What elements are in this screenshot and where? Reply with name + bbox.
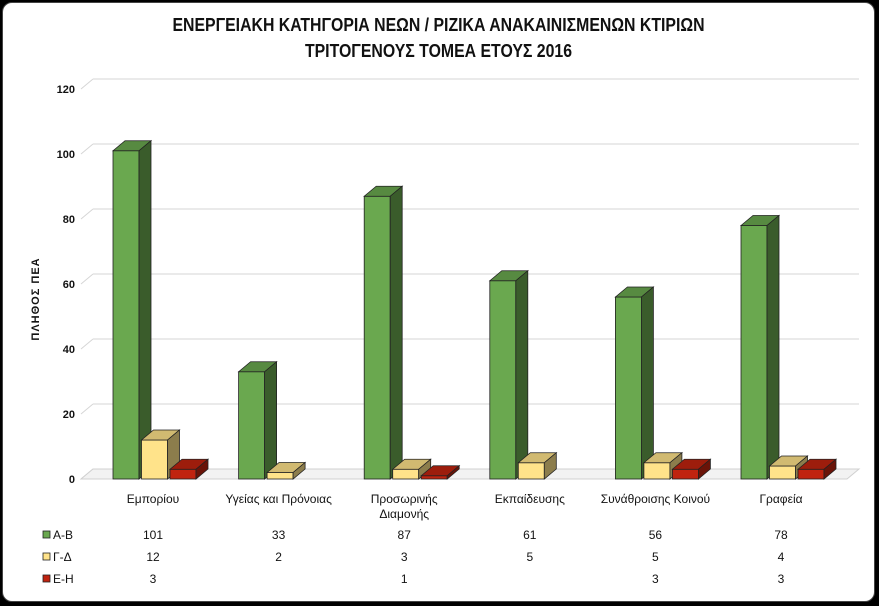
table-cell: 3 <box>401 550 408 564</box>
y-tick-label: 60 <box>63 279 75 291</box>
bar-side <box>195 458 209 480</box>
y-tick-label: 40 <box>63 344 75 356</box>
bar <box>141 439 168 480</box>
bar <box>769 465 796 480</box>
category-label: Υγείας και Πρόνοιας <box>225 492 332 506</box>
category-label: Συνάθροισης Κοινού <box>601 492 710 506</box>
bar-side <box>766 214 780 480</box>
bar <box>672 468 699 480</box>
category-label: Διαμονής <box>379 507 429 521</box>
bar-side <box>292 461 306 480</box>
category-label: Προσωρινής <box>371 492 438 506</box>
table-cell: 3 <box>778 572 785 586</box>
table-cell: 3 <box>652 572 659 586</box>
bar <box>740 225 768 480</box>
bar-side <box>698 458 711 480</box>
bar <box>112 150 140 480</box>
gridline-diagonal <box>80 78 94 90</box>
table-cell: 4 <box>778 550 785 564</box>
table-cell: 1 <box>401 572 408 586</box>
bar <box>797 468 825 480</box>
table-cell: 61 <box>523 528 537 542</box>
y-tick-label: 100 <box>57 149 75 161</box>
y-tick-label: 20 <box>63 409 75 421</box>
bar-side <box>823 458 837 480</box>
bar-side <box>641 286 654 480</box>
bar <box>392 468 420 480</box>
table-cell: 12 <box>146 550 160 564</box>
bar <box>489 280 517 480</box>
bar <box>266 472 294 480</box>
gridline-diagonal <box>80 208 94 220</box>
gridline-diagonal <box>80 338 94 350</box>
table-cell: 3 <box>150 572 157 586</box>
gridline-diagonal <box>80 143 94 155</box>
legend-label: Α-Β <box>53 528 73 542</box>
bar-side <box>389 185 403 480</box>
chart-title-line2: ΤΡΙΤΟΓΕΝΟΥΣ ΤΟΜΕΑ ΕΤΟΥΣ 2016 <box>304 41 573 61</box>
chart-title-line1: ΕΝΕΡΓΕΙΑΚΗ ΚΑΤΗΓΟΡΙΑ ΝΕΩΝ / ΡΙΖΙΚΑ ΑΝΑΚΑ… <box>172 15 705 35</box>
bar <box>420 475 448 480</box>
bar <box>238 371 266 480</box>
bar-side <box>515 269 529 480</box>
table-cell: 78 <box>774 528 788 542</box>
bar <box>517 462 545 480</box>
legend-swatch <box>42 530 51 539</box>
chart-svg: 0 20 40 60 80 100 120 Εμπορίου Υγείας και Πρόνοι… <box>42 78 861 586</box>
category-label: Εκπαίδευσης <box>495 492 565 506</box>
bar-side <box>264 360 278 480</box>
bar-side <box>543 451 557 480</box>
gridline-diagonal <box>80 273 94 285</box>
table-cell: 87 <box>398 528 412 542</box>
legend-label: Ε-Η <box>53 572 74 586</box>
table-cell: 5 <box>526 550 533 564</box>
gridline-diagonal <box>80 403 94 415</box>
category-label: Εμπορίου <box>127 492 179 506</box>
table-cell: 2 <box>275 550 282 564</box>
category-label: Γραφεία <box>759 492 802 506</box>
table-cell: 101 <box>143 528 163 542</box>
legend-swatch <box>42 574 51 583</box>
table-cell: 56 <box>649 528 663 542</box>
y-tick-label: 0 <box>69 474 75 486</box>
legend-label: Γ-Δ <box>53 550 72 564</box>
bar-side <box>446 464 460 480</box>
y-tick-label: 120 <box>57 84 75 96</box>
table-cell: 5 <box>652 550 659 564</box>
bar <box>615 296 642 480</box>
table-cell: 33 <box>272 528 286 542</box>
bar <box>363 195 391 480</box>
y-tick-label: 80 <box>63 214 75 226</box>
bar <box>643 462 671 480</box>
bar-side <box>138 139 152 480</box>
bar <box>169 468 197 480</box>
legend-swatch <box>42 552 51 561</box>
